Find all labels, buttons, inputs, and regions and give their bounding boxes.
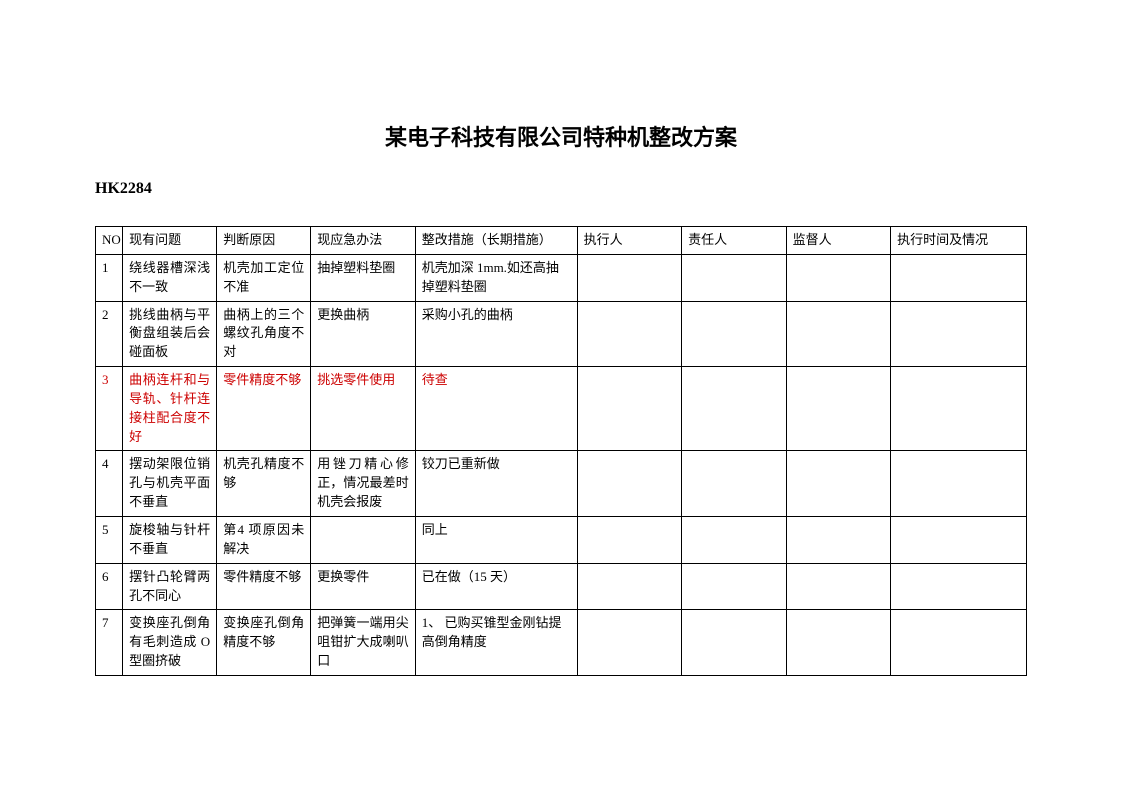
cell-reason: 变换座孔倒角精度不够 — [217, 610, 311, 676]
table-row: 2 挑线曲柄与平衡盘组装后会碰面板 曲柄上的三个螺纹孔角度不对 更换曲柄 采购小… — [96, 301, 1027, 367]
cell-emergency: 抽掉塑料垫圈 — [311, 254, 415, 301]
col-header-emergency: 现应急办法 — [311, 227, 415, 255]
cell-responsible — [682, 451, 786, 517]
cell-reason: 机壳加工定位不准 — [217, 254, 311, 301]
cell-problem: 变换座孔倒角有毛刺造成 O 型圈挤破 — [123, 610, 217, 676]
col-header-measure: 整改措施（长期措施） — [415, 227, 577, 255]
table-row: 7 变换座孔倒角有毛刺造成 O 型圈挤破 变换座孔倒角精度不够 把弹簧一端用尖咀… — [96, 610, 1027, 676]
cell-reason: 机壳孔精度不够 — [217, 451, 311, 517]
cell-time — [891, 367, 1027, 451]
table-row: 3 曲柄连杆和与导轨、针杆连接柱配合度不好 零件精度不够 挑选零件使用 待查 — [96, 367, 1027, 451]
cell-problem: 绕线器槽深浅不一致 — [123, 254, 217, 301]
table-row: 6 摆针凸轮臂两孔不同心 零件精度不够 更换零件 已在做（15 天） — [96, 563, 1027, 610]
cell-measure: 待查 — [415, 367, 577, 451]
cell-reason: 曲柄上的三个螺纹孔角度不对 — [217, 301, 311, 367]
cell-supervisor — [786, 301, 890, 367]
cell-measure: 1、 已购买锥型金刚钻提高倒角精度 — [415, 610, 577, 676]
cell-responsible — [682, 301, 786, 367]
cell-emergency: 用锉刀精心修正，情况最差时机壳会报废 — [311, 451, 415, 517]
cell-time — [891, 563, 1027, 610]
table-header-row: NO 现有问题 判断原因 现应急办法 整改措施（长期措施） 执行人 责任人 监督… — [96, 227, 1027, 255]
cell-supervisor — [786, 610, 890, 676]
col-header-time: 执行时间及情况 — [891, 227, 1027, 255]
cell-responsible — [682, 254, 786, 301]
col-header-problem: 现有问题 — [123, 227, 217, 255]
cell-responsible — [682, 516, 786, 563]
cell-responsible — [682, 610, 786, 676]
cell-no: 1 — [96, 254, 123, 301]
cell-executor — [577, 563, 681, 610]
cell-executor — [577, 254, 681, 301]
cell-executor — [577, 451, 681, 517]
cell-problem: 旋梭轴与针杆不垂直 — [123, 516, 217, 563]
rectification-table: NO 现有问题 判断原因 现应急办法 整改措施（长期措施） 执行人 责任人 监督… — [95, 226, 1027, 676]
col-header-supervisor: 监督人 — [786, 227, 890, 255]
cell-emergency — [311, 516, 415, 563]
cell-reason: 零件精度不够 — [217, 367, 311, 451]
cell-supervisor — [786, 563, 890, 610]
cell-supervisor — [786, 254, 890, 301]
cell-responsible — [682, 563, 786, 610]
cell-measure: 铰刀已重新做 — [415, 451, 577, 517]
document-subtitle: HK2284 — [95, 180, 1027, 198]
cell-no: 2 — [96, 301, 123, 367]
cell-time — [891, 301, 1027, 367]
cell-emergency: 更换曲柄 — [311, 301, 415, 367]
col-header-responsible: 责任人 — [682, 227, 786, 255]
cell-responsible — [682, 367, 786, 451]
cell-no: 4 — [96, 451, 123, 517]
cell-problem: 摆动架限位销孔与机壳平面不垂直 — [123, 451, 217, 517]
cell-supervisor — [786, 451, 890, 517]
cell-executor — [577, 610, 681, 676]
cell-reason: 第4 项原因未解决 — [217, 516, 311, 563]
cell-supervisor — [786, 367, 890, 451]
col-header-reason: 判断原因 — [217, 227, 311, 255]
cell-emergency: 把弹簧一端用尖咀钳扩大成喇叭口 — [311, 610, 415, 676]
cell-no: 6 — [96, 563, 123, 610]
cell-measure: 同上 — [415, 516, 577, 563]
col-header-executor: 执行人 — [577, 227, 681, 255]
table-row: 4 摆动架限位销孔与机壳平面不垂直 机壳孔精度不够 用锉刀精心修正，情况最差时机… — [96, 451, 1027, 517]
table-row: 1 绕线器槽深浅不一致 机壳加工定位不准 抽掉塑料垫圈 机壳加深 1mm.如还高… — [96, 254, 1027, 301]
cell-problem: 摆针凸轮臂两孔不同心 — [123, 563, 217, 610]
cell-supervisor — [786, 516, 890, 563]
cell-executor — [577, 516, 681, 563]
cell-no: 7 — [96, 610, 123, 676]
cell-time — [891, 254, 1027, 301]
cell-executor — [577, 367, 681, 451]
cell-problem: 曲柄连杆和与导轨、针杆连接柱配合度不好 — [123, 367, 217, 451]
cell-time — [891, 516, 1027, 563]
cell-measure: 采购小孔的曲柄 — [415, 301, 577, 367]
cell-reason: 零件精度不够 — [217, 563, 311, 610]
cell-time — [891, 451, 1027, 517]
cell-measure: 机壳加深 1mm.如还高抽掉塑料垫圈 — [415, 254, 577, 301]
col-header-no: NO — [96, 227, 123, 255]
cell-executor — [577, 301, 681, 367]
cell-emergency: 更换零件 — [311, 563, 415, 610]
document-page: 某电子科技有限公司特种机整改方案 HK2284 NO 现有问题 判断原因 现应急… — [0, 0, 1122, 793]
cell-time — [891, 610, 1027, 676]
table-body: 1 绕线器槽深浅不一致 机壳加工定位不准 抽掉塑料垫圈 机壳加深 1mm.如还高… — [96, 254, 1027, 675]
cell-emergency: 挑选零件使用 — [311, 367, 415, 451]
table-row: 5 旋梭轴与针杆不垂直 第4 项原因未解决 同上 — [96, 516, 1027, 563]
cell-no: 3 — [96, 367, 123, 451]
cell-problem: 挑线曲柄与平衡盘组装后会碰面板 — [123, 301, 217, 367]
cell-measure: 已在做（15 天） — [415, 563, 577, 610]
cell-no: 5 — [96, 516, 123, 563]
document-title: 某电子科技有限公司特种机整改方案 — [95, 120, 1027, 152]
